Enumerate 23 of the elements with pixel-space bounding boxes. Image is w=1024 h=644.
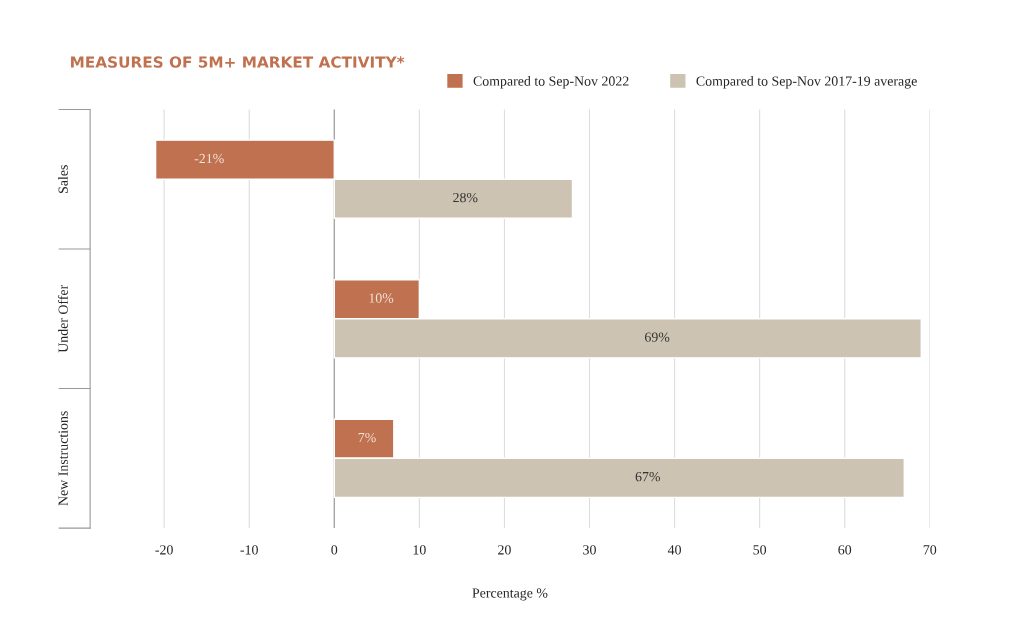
x-axis-title: Percentage %	[472, 588, 548, 601]
legend-label: Compared to Sep-Nov 2022	[473, 75, 629, 89]
x-tick-label: 10	[413, 545, 426, 555]
data-label: 67%	[635, 471, 661, 482]
x-tick-label: 0	[331, 545, 338, 555]
x-tick-label: 20	[498, 545, 511, 555]
x-tick-label: 50	[753, 545, 767, 555]
y-tick-label: New Instructions	[58, 411, 68, 506]
x-tick-label: -20	[155, 545, 173, 555]
data-label: 28%	[453, 192, 478, 203]
chart-title: MEASURES OF 5M+ MARKET ACTIVITY*	[71, 56, 405, 68]
y-tick-label: Under Offer	[57, 284, 68, 353]
x-tick-label: -10	[240, 545, 258, 555]
x-tick-label: 60	[838, 545, 852, 555]
y-tick-label: Sales	[58, 165, 68, 193]
legend-label: Compared to Sep-Nov 2017-19 average	[696, 75, 917, 89]
data-label: 7%	[358, 432, 376, 443]
x-tick-label: 70	[923, 545, 937, 555]
x-tick-label: 30	[583, 545, 596, 555]
data-label: 10%	[369, 293, 394, 303]
data-label: -21%	[194, 153, 224, 164]
x-tick-label: 40	[667, 545, 681, 555]
data-label: 69%	[645, 332, 670, 342]
